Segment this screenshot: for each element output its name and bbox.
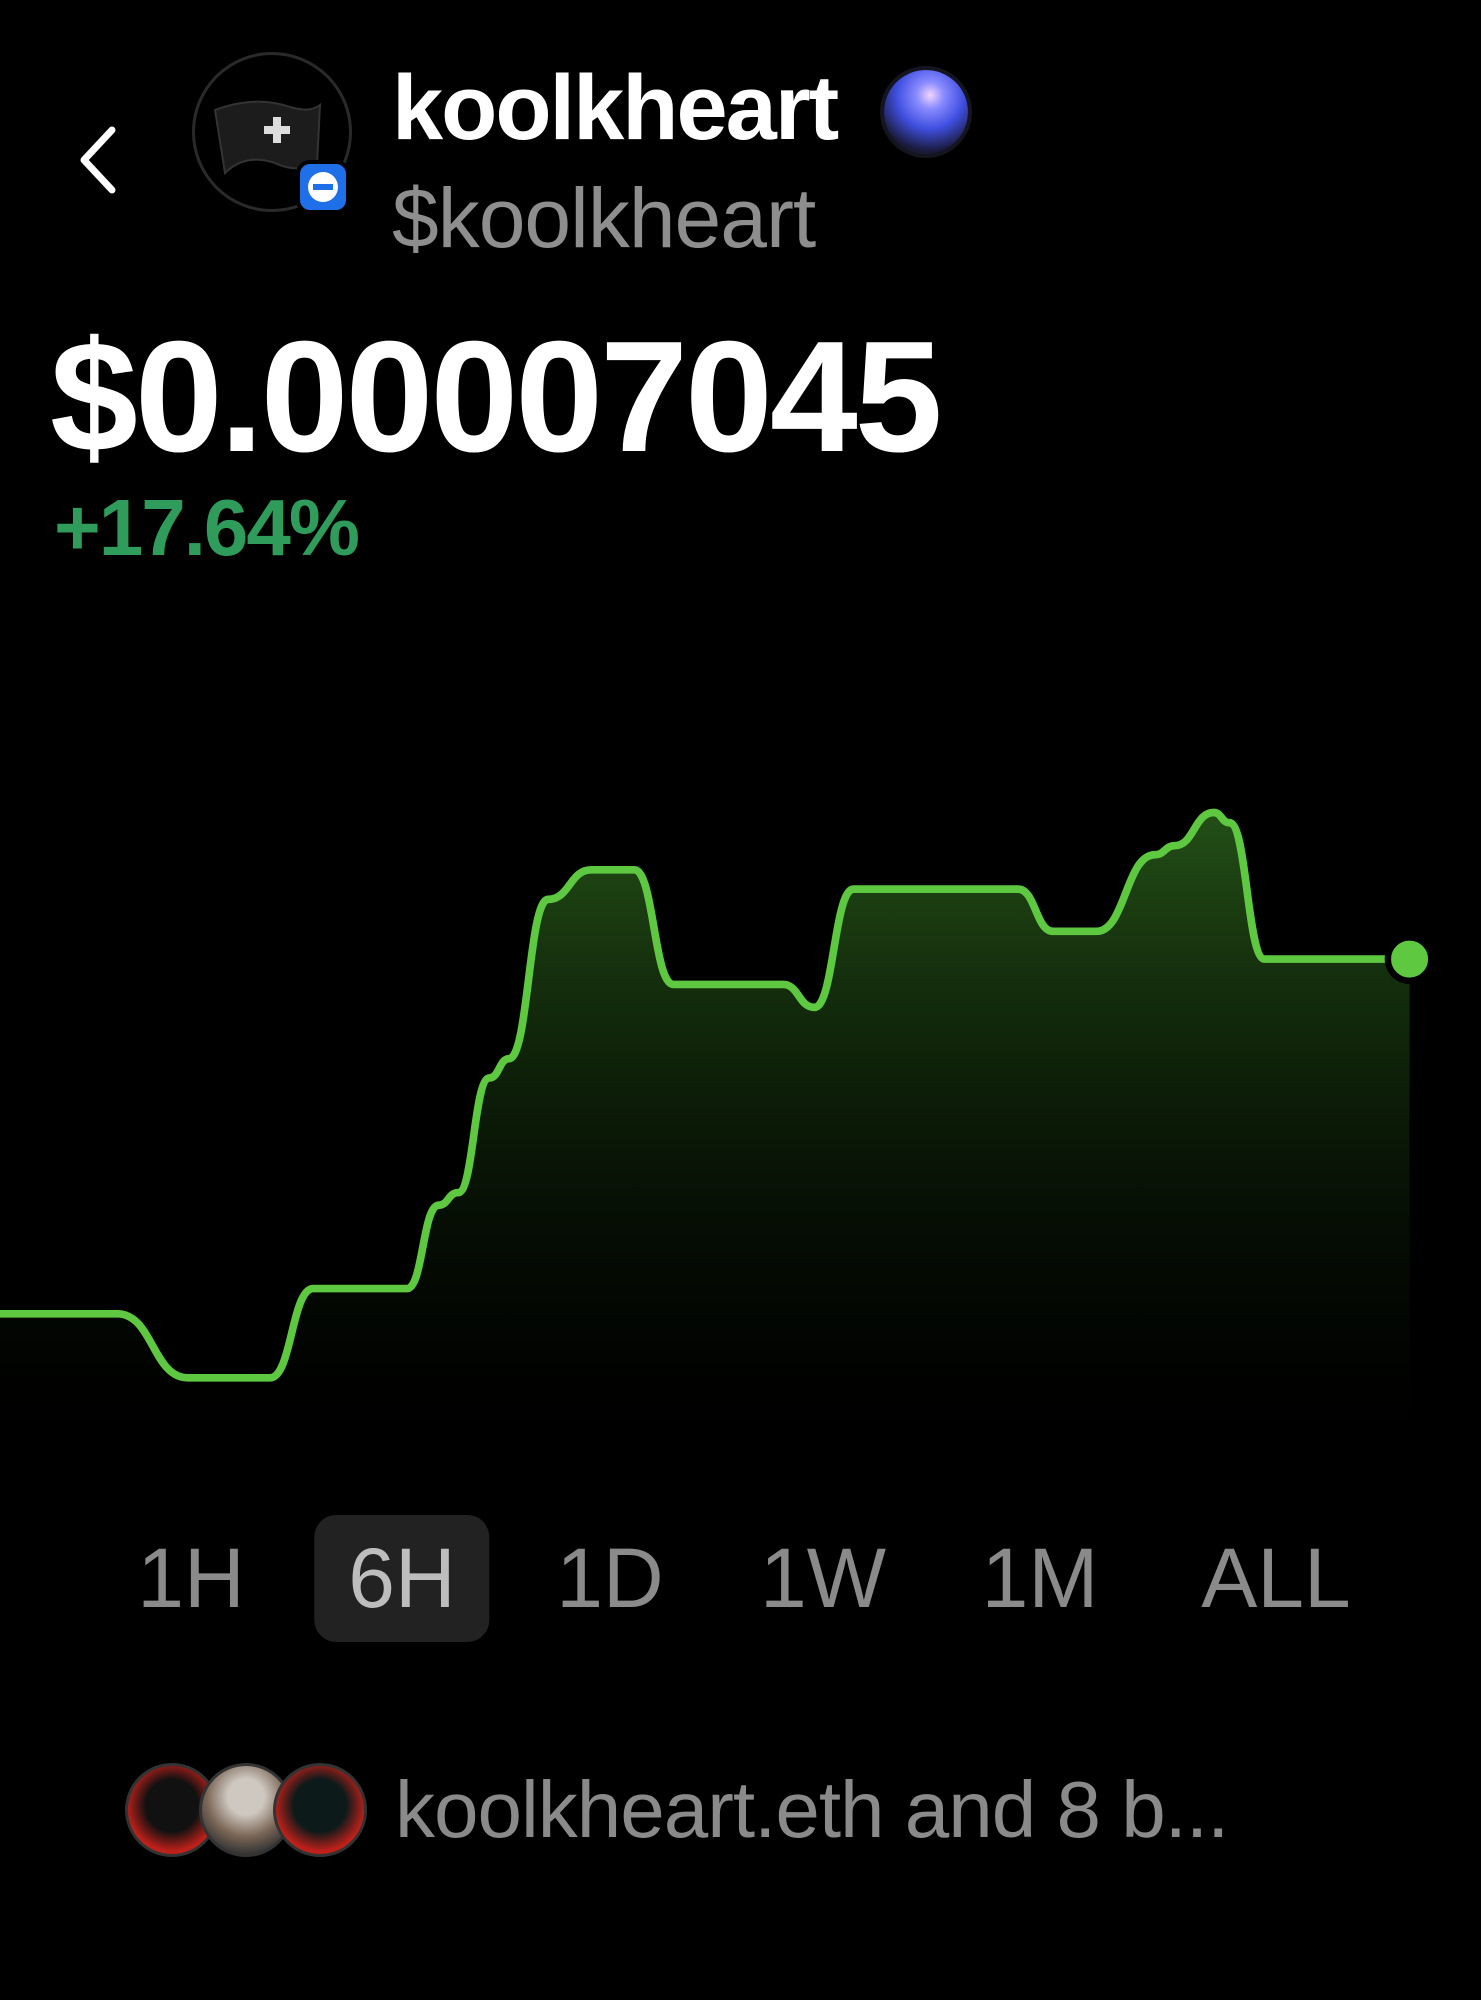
tab-1d[interactable]: 1D — [556, 1531, 664, 1625]
chart-price-line — [0, 808, 1414, 1382]
back-button[interactable] — [70, 120, 130, 200]
token-name: koolkheart — [392, 57, 839, 159]
tab-6h[interactable]: 6H — [314, 1515, 490, 1642]
tab-all[interactable]: ALL — [1201, 1531, 1351, 1625]
tab-1m[interactable]: 1M — [981, 1531, 1099, 1625]
price-value: $0.00007045 — [50, 309, 943, 485]
orb-icon — [884, 70, 968, 154]
chart-area-fill — [0, 812, 1410, 1442]
holders-text: koolkheart.eth and 8 b... — [395, 1765, 1229, 1854]
holder-avatar — [273, 1763, 367, 1857]
chevron-left-icon — [80, 126, 116, 194]
chart-end-marker — [1384, 934, 1435, 984]
tab-1h[interactable]: 1H — [137, 1531, 245, 1625]
price-change: +17.64% — [54, 483, 360, 572]
tab-1w[interactable]: 1W — [760, 1531, 886, 1625]
flag-icon — [213, 100, 322, 176]
minus-circle-icon — [308, 172, 338, 202]
token-ticker: $koolkheart — [392, 171, 816, 265]
holders-row[interactable]: koolkheart.eth and 8 b... — [125, 1760, 1229, 1860]
avatar-badge — [296, 160, 350, 214]
